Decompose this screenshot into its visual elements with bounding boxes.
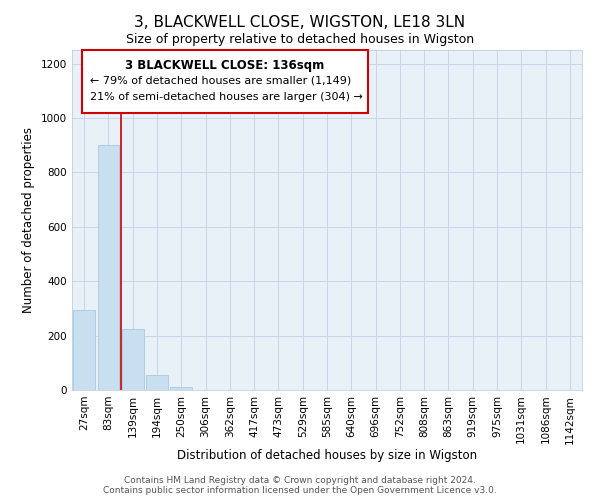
Text: ← 79% of detached houses are smaller (1,149): ← 79% of detached houses are smaller (1,… — [90, 76, 351, 86]
Text: 3 BLACKWELL CLOSE: 136sqm: 3 BLACKWELL CLOSE: 136sqm — [125, 58, 325, 71]
Text: Contains HM Land Registry data © Crown copyright and database right 2024.
Contai: Contains HM Land Registry data © Crown c… — [103, 476, 497, 495]
FancyBboxPatch shape — [82, 50, 368, 113]
Y-axis label: Number of detached properties: Number of detached properties — [22, 127, 35, 313]
Text: 21% of semi-detached houses are larger (304) →: 21% of semi-detached houses are larger (… — [90, 92, 363, 102]
Bar — [97, 145, 119, 390]
Bar — [170, 388, 192, 390]
Bar — [146, 375, 168, 390]
Text: Size of property relative to detached houses in Wigston: Size of property relative to detached ho… — [126, 32, 474, 46]
Bar — [73, 310, 95, 390]
Text: 3, BLACKWELL CLOSE, WIGSTON, LE18 3LN: 3, BLACKWELL CLOSE, WIGSTON, LE18 3LN — [134, 15, 466, 30]
X-axis label: Distribution of detached houses by size in Wigston: Distribution of detached houses by size … — [177, 449, 477, 462]
Bar — [122, 329, 143, 390]
